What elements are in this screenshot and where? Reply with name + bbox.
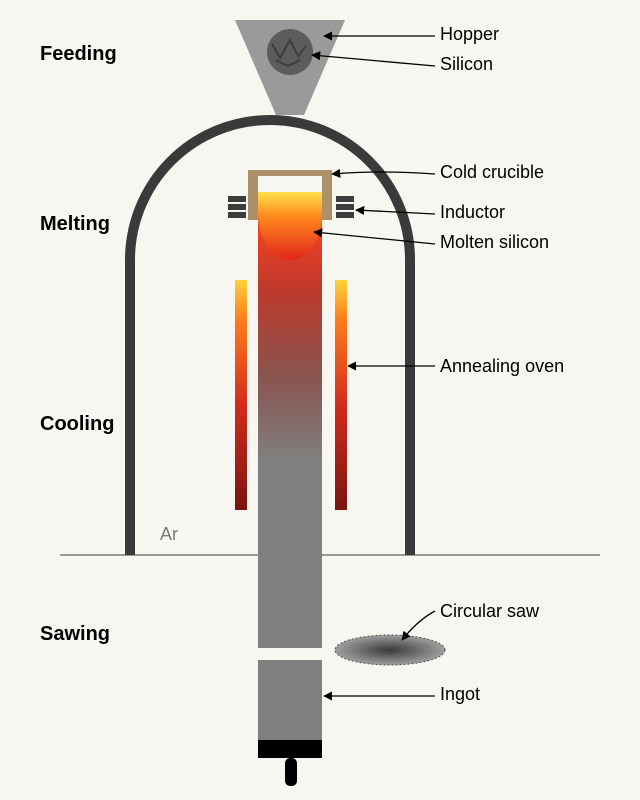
label-inductor: Inductor [440, 202, 505, 222]
ingot-base [258, 740, 322, 758]
stage-melting: Melting [40, 213, 110, 235]
stage-feeding: Feeding [40, 43, 117, 65]
stage-sawing: Sawing [40, 623, 110, 645]
label-silicon: Silicon [440, 54, 493, 74]
circular-saw [335, 635, 445, 665]
label-ingot: Ingot [440, 684, 480, 704]
process-diagram: Ar Feeding Melting Cooling Sawing Hopper… [0, 0, 640, 800]
inductor-right [336, 196, 354, 218]
label-oven: Annealing oven [440, 356, 564, 376]
ingot-piece [258, 660, 322, 740]
label-hopper: Hopper [440, 24, 499, 44]
inductor-left [228, 196, 246, 218]
ingot-column-gray [258, 460, 322, 648]
label-cold-crucible: Cold crucible [440, 162, 544, 182]
stage-cooling: Cooling [40, 413, 114, 435]
atmosphere-label: Ar [160, 524, 178, 544]
label-molten: Molten silicon [440, 232, 549, 252]
label-saw: Circular saw [440, 601, 540, 621]
annealing-oven-left [235, 280, 247, 510]
ingot-stem [285, 758, 297, 786]
silicon-chunks [267, 29, 313, 75]
annealing-oven-right [335, 280, 347, 510]
